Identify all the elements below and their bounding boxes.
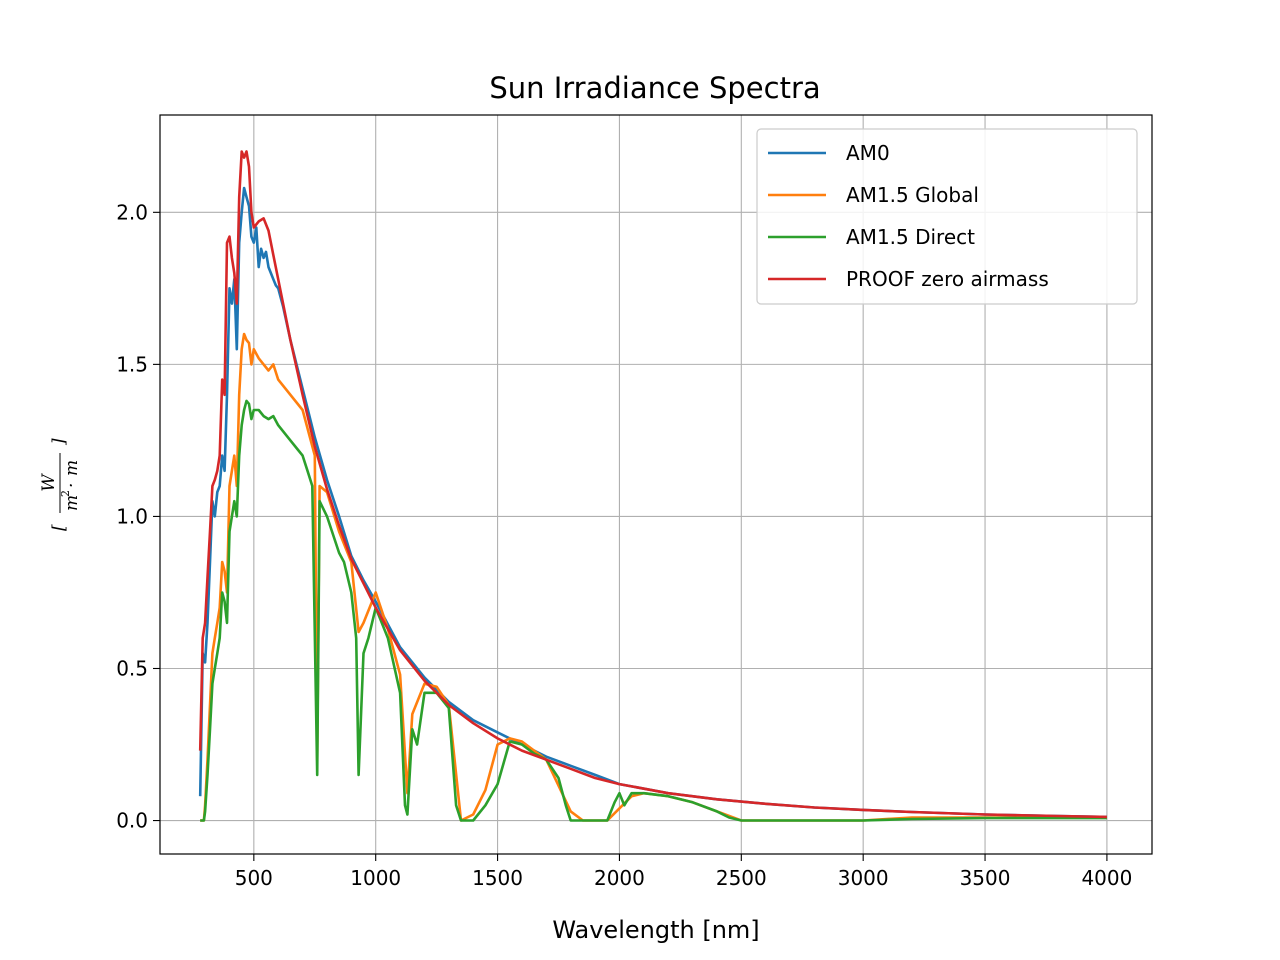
legend-label: AM1.5 Direct — [846, 225, 975, 249]
y-axis-label-numerator: W — [39, 473, 59, 492]
y-axis-label-bracket-left: [ — [49, 524, 69, 531]
series-layer — [198, 150, 1107, 822]
x-tick-label: 3500 — [960, 866, 1011, 890]
y-axis-label-denominator-base: m — [62, 495, 82, 511]
chart-title: Sun Irradiance Spectra — [489, 71, 820, 105]
legend-label: AM1.5 Global — [846, 183, 979, 207]
y-tick-label: 0.5 — [116, 656, 148, 680]
legend-label: AM0 — [846, 141, 890, 165]
x-axis-ticks: 500 1000 1500 2000 2500 3000 3500 4000 — [235, 854, 1132, 890]
series-line-am1-5-direct — [200, 399, 1107, 822]
y-tick-label: 2.0 — [116, 200, 148, 224]
x-tick-label: 1500 — [472, 866, 523, 890]
legend-label: PROOF zero airmass — [846, 267, 1049, 291]
x-tick-label: 3000 — [838, 866, 889, 890]
x-tick-label: 2500 — [716, 866, 767, 890]
legend-box — [756, 128, 1138, 305]
x-tick-label: 4000 — [1081, 866, 1132, 890]
x-axis-label: Wavelength [nm] — [552, 916, 759, 944]
y-axis-label-bracket-right: ] — [49, 438, 69, 446]
y-axis-label: [ W m 2 · m ] — [39, 438, 82, 531]
y-axis-label-denominator-tail: m — [62, 460, 82, 476]
y-tick-label: 0.0 — [116, 809, 148, 833]
y-axis-ticks: 0.0 0.5 1.0 1.5 2.0 — [116, 200, 160, 833]
plot-frame — [159, 114, 1153, 855]
y-axis-label-denominator-exp: 2 — [59, 490, 72, 497]
y-tick-label: 1.5 — [116, 352, 148, 376]
legend-items: AM0 AM1.5 Global AM1.5 Direct PROOF zero ai… — [768, 141, 1049, 291]
series-line-am0 — [198, 186, 1107, 819]
y-axis-label-denominator-op: · — [62, 483, 82, 488]
series-line-am1-5-global — [200, 332, 1107, 822]
x-tick-label: 500 — [235, 866, 273, 890]
y-tick-label: 1.0 — [116, 504, 148, 528]
x-tick-label: 1000 — [350, 866, 401, 890]
x-tick-label: 2000 — [594, 866, 645, 890]
legend: AM0 AM1.5 Global AM1.5 Direct PROOF zero ai… — [756, 128, 1138, 305]
series-line-proof-zero-airmass — [198, 150, 1107, 819]
